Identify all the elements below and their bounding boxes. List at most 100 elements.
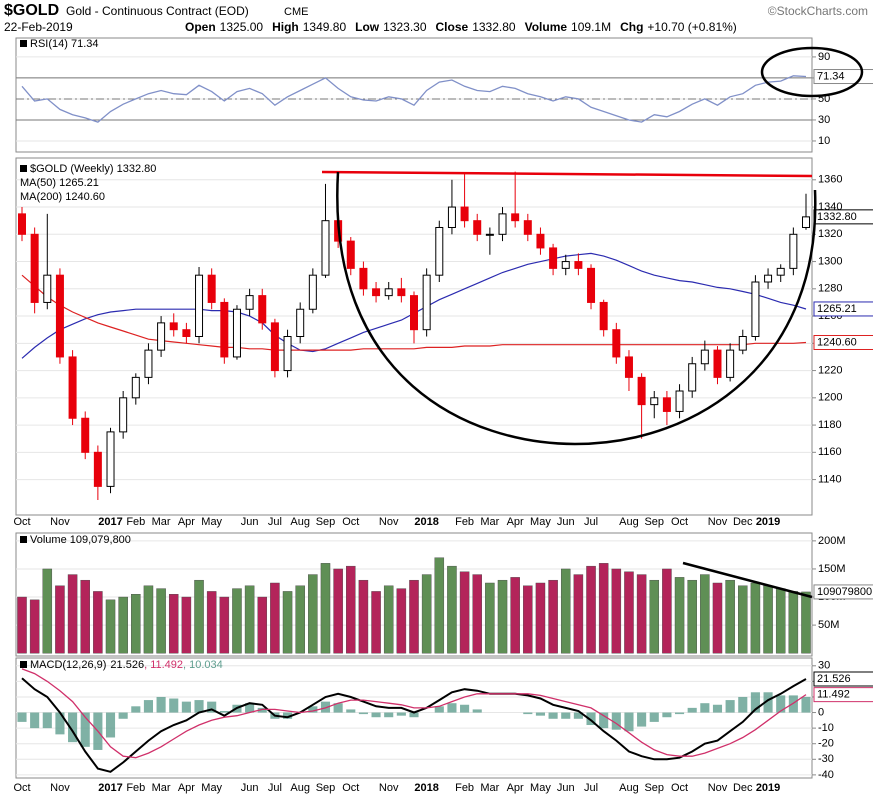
volume-bar — [371, 591, 381, 654]
candle-body — [789, 233, 798, 269]
y-tick-label: 1220 — [818, 364, 842, 376]
rsi-circle — [760, 46, 864, 98]
macd-histogram-bar — [523, 712, 533, 715]
volume-bar — [510, 577, 520, 654]
y-tick-label: -10 — [818, 722, 834, 734]
candle-body — [182, 329, 191, 337]
volume-bar — [181, 596, 192, 654]
candle-body — [688, 363, 697, 392]
macd-histogram-bar — [68, 712, 78, 743]
candle-body — [700, 349, 709, 365]
candle-body — [55, 274, 64, 358]
rsi-legend: RSI(14) 71.34 — [30, 38, 98, 50]
candle-body — [18, 213, 26, 235]
volume-bar — [358, 579, 369, 654]
candle-body — [270, 322, 279, 372]
x-tick-label: Jul — [584, 516, 598, 528]
macd-histogram-bar — [131, 706, 141, 713]
y-tick-label: -40 — [818, 769, 834, 781]
macd-histogram-bar — [143, 700, 154, 713]
volume-bar — [105, 599, 116, 654]
candle-body — [232, 308, 241, 358]
volume-bar — [244, 585, 255, 654]
volume-bar — [333, 568, 343, 654]
macd-histogram-bar — [535, 712, 546, 716]
y-tick-label: 1140 — [818, 473, 842, 485]
volume-bar — [598, 563, 609, 654]
x-tick-label: Mar — [152, 516, 171, 528]
volume-bar — [472, 574, 482, 654]
candle-body — [93, 451, 102, 487]
legend-entry: , 10.034 — [183, 659, 223, 671]
quote-label: Open — [185, 20, 216, 34]
macd-histogram-bar — [308, 706, 318, 713]
volume-bar — [308, 574, 318, 654]
volume-bar — [586, 565, 596, 654]
macd-legend-name: MACD(12,26,9) — [30, 659, 106, 671]
macd-histogram-bar — [763, 692, 773, 713]
legend-swatch — [20, 165, 27, 172]
macd-histogram-bar — [30, 712, 40, 729]
macd-histogram-bar — [55, 712, 65, 735]
volume-bar — [447, 565, 457, 654]
volume-bar — [118, 596, 128, 654]
candle-body — [612, 329, 621, 358]
volume-bar — [434, 557, 445, 654]
exchange: CME — [284, 6, 308, 18]
x-tick-label: 2019 — [756, 516, 780, 528]
quote-value: +10.70 (+0.81%) — [647, 20, 736, 34]
macd-histogram-bar — [662, 712, 672, 718]
y-tick-label: 1200 — [818, 392, 842, 404]
candle-body — [498, 213, 507, 235]
macd-histogram-bar — [460, 704, 470, 713]
candle-body — [131, 376, 140, 399]
volume-bar — [775, 588, 786, 654]
candle-body — [207, 274, 216, 303]
volume-bar — [421, 574, 432, 654]
x-tick-label: Jun — [557, 516, 575, 528]
candle-body — [511, 213, 520, 222]
date: 22-Feb-2019 — [4, 20, 73, 34]
macd-histogram-bar — [687, 707, 697, 713]
volume-bar — [206, 591, 217, 654]
macd-histogram-bar — [384, 712, 394, 718]
candle-body — [460, 206, 469, 222]
volume-bar — [662, 568, 672, 654]
macd-histogram-bar — [42, 712, 52, 729]
volume-bar — [257, 596, 268, 654]
candle-body — [106, 431, 115, 487]
x-tick-label: 2018 — [414, 782, 438, 794]
quote-value: 1323.30 — [383, 20, 427, 34]
candle-body — [30, 233, 39, 303]
candle-body — [384, 288, 393, 297]
volume-bar — [624, 571, 634, 654]
candle-body — [650, 397, 659, 406]
macd-histogram-bar — [611, 712, 621, 730]
quote-value: 1332.80 — [472, 20, 516, 34]
x-tick-label: May — [201, 516, 222, 528]
volume-bar — [750, 582, 761, 654]
x-tick-label: May — [530, 516, 551, 528]
y-tick-label: 10 — [818, 135, 830, 147]
value-flag — [813, 584, 873, 600]
value-flag — [813, 671, 873, 687]
x-tick-label: Oct — [342, 782, 359, 794]
volume-bar — [29, 599, 40, 654]
macd-histogram-bar — [599, 712, 609, 729]
x-tick-label: Feb — [126, 516, 145, 528]
value-flag-label: 11.492 — [817, 689, 850, 701]
macd-histogram-bar — [371, 712, 381, 718]
chart-title: $GOLD — [4, 2, 59, 19]
legend-entry: MA(200) 1240.60 — [20, 191, 105, 203]
candle-body — [296, 308, 305, 337]
volume-bar — [156, 588, 166, 654]
volume-bar — [270, 582, 280, 654]
x-tick-label: Mar — [152, 782, 171, 794]
macd-histogram-bar — [586, 712, 596, 726]
volume-bar — [55, 585, 65, 654]
x-tick-label: 2017 — [98, 782, 122, 794]
volume-bar — [712, 582, 723, 654]
macd-histogram-bar — [637, 712, 647, 727]
y-tick-label: 90 — [818, 51, 830, 63]
